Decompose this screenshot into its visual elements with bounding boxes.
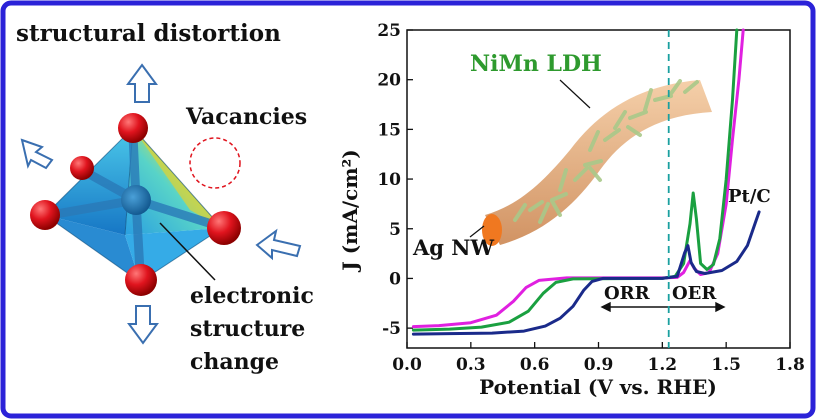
oer-region-label: OER: [672, 283, 717, 304]
up-arrow-icon: [126, 63, 158, 103]
x-tick-label: 1.2: [648, 355, 678, 375]
vacancies-label: Vacancies: [186, 104, 308, 130]
octahedron: [44, 127, 223, 283]
series-line-0: [411, 28, 745, 329]
inset-agnw-label: Ag NW: [412, 235, 494, 260]
x-tick-label: 0.3: [456, 355, 486, 375]
oxygen-atoms: [30, 113, 241, 296]
x-tick-label: 0.0: [392, 355, 422, 375]
series-line-2: [411, 210, 761, 336]
structure-label: structure: [190, 316, 306, 342]
orr-region-label: ORR: [604, 283, 651, 304]
down-arrow-icon: [127, 305, 159, 345]
x-tick-label: 1.8: [775, 355, 805, 375]
nanowire-illustration: [469, 79, 712, 246]
inset-ldh-label: NiMn LDH: [470, 51, 602, 77]
orr-oer-arrow: [600, 301, 726, 313]
ptc-annotation: Pt/C: [728, 186, 771, 207]
electronic-pointer: [159, 222, 216, 281]
octahedron-illustration: [20, 63, 302, 345]
x-axis-label: Potential (V vs. RHE): [479, 375, 717, 399]
series-line-1: [411, 28, 739, 332]
y-tick-label: 20: [377, 71, 401, 91]
x-tick-label: 0.6: [520, 355, 550, 375]
left-arrow-icon: [20, 138, 54, 170]
x-tick-label: 0.9: [584, 355, 614, 375]
y-tick-label: 25: [377, 21, 401, 41]
right-arrow-icon: [255, 228, 302, 261]
electronic-label: electronic: [190, 283, 314, 309]
vacancy-site: [189, 137, 241, 189]
y-tick-label: -5: [382, 319, 401, 339]
y-axis-label: J (mA/cm²): [338, 149, 362, 272]
y-tick-label: 10: [377, 170, 401, 190]
x-tick-label: 1.5: [711, 355, 741, 375]
y-tick-label: 15: [377, 120, 401, 140]
y-tick-label: 5: [389, 220, 401, 240]
y-tick-label: 0: [389, 269, 401, 289]
change-label: change: [190, 349, 280, 375]
structural-distortion-label: structural distortion: [16, 20, 281, 47]
